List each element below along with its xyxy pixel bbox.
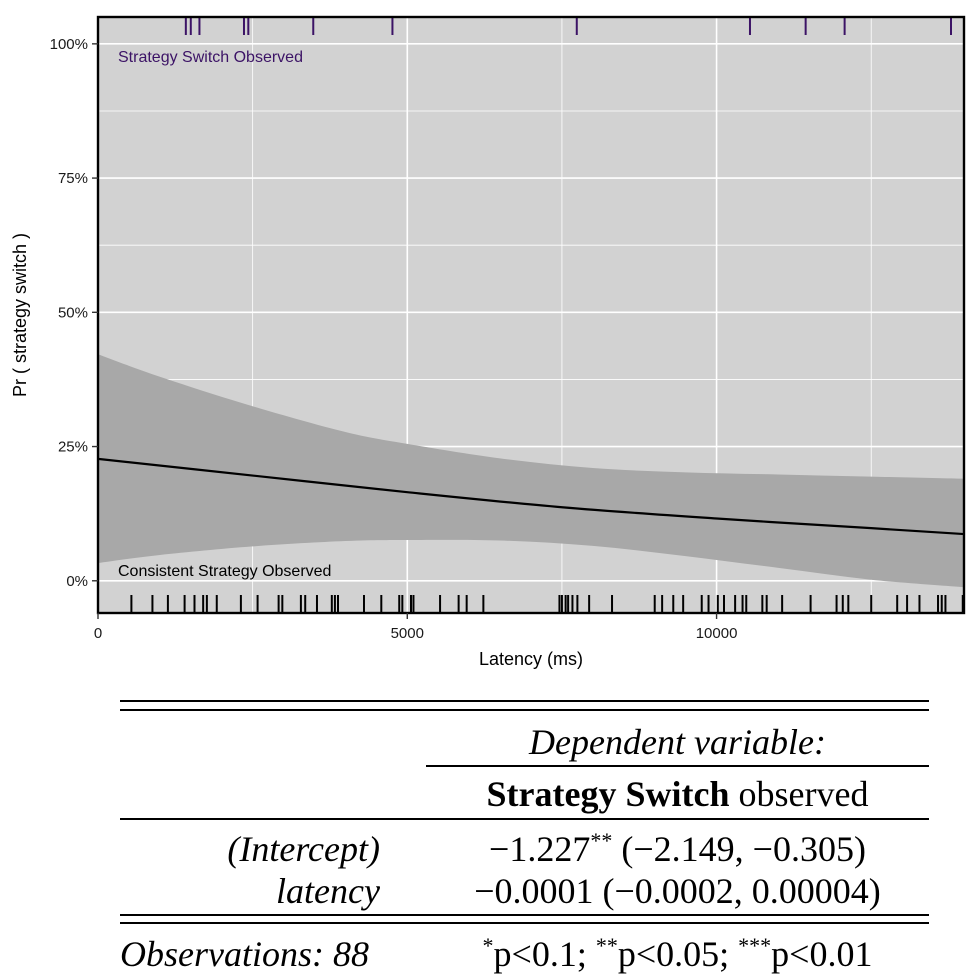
y-tick-label: 100%	[50, 36, 88, 53]
y-tick-label: 75%	[58, 170, 88, 187]
footer-rule-1	[120, 914, 929, 916]
dependent-variable-bold: Strategy Switch	[486, 774, 730, 814]
annotation-consistent: Consistent Strategy Observed	[118, 563, 331, 580]
note-text-2: p<0.05;	[617, 934, 739, 974]
axes: 0% 25% 50% 75% 100% 0 5000 10000	[50, 36, 738, 642]
y-tick-label: 0%	[66, 573, 88, 590]
rug-switch-observed	[184, 17, 953, 35]
x-axis-title: Latency (ms)	[479, 649, 583, 669]
rug-consistent	[130, 595, 964, 613]
x-tick-label: 5000	[391, 625, 424, 642]
note-text-1: p<0.1;	[493, 934, 596, 974]
chart: Strategy Switch Observed Consistent Stra…	[10, 15, 966, 669]
row-label-latency: latency	[276, 871, 380, 911]
ci-latency: (−0.0002, 0.00004)	[593, 871, 881, 911]
observations: Observations: 88	[120, 934, 369, 974]
row-value-intercept: −1.227** (−2.149, −0.305)	[426, 829, 929, 869]
confidence-band	[98, 354, 964, 588]
dependent-variable-suffix: observed	[729, 774, 869, 814]
fit-line	[97, 457, 965, 536]
table-top-rule	[120, 700, 929, 702]
note-text-3: p<0.01	[771, 934, 873, 974]
note-sup-2: **	[595, 933, 618, 958]
x-tick-label: 0	[94, 625, 102, 642]
y-axis-title: Pr ( strategy switch )	[10, 233, 30, 397]
annotation-switch-observed: Strategy Switch Observed	[118, 49, 303, 66]
stars-intercept: **	[590, 828, 613, 853]
note-sup-1: *	[482, 933, 494, 958]
plot-border	[96, 15, 966, 615]
note-sup-3: ***	[738, 933, 772, 958]
row-label-intercept: (Intercept)	[227, 829, 380, 869]
table-top-rule-2	[120, 709, 929, 711]
coef-intercept: −1.227	[489, 829, 591, 869]
y-tick-label: 25%	[58, 439, 88, 456]
ci-intercept: (−2.149, −0.305)	[612, 829, 866, 869]
footer-rule-2	[120, 922, 929, 924]
header-underline	[426, 765, 929, 767]
dependent-variable-name: Strategy Switch observed	[426, 774, 929, 814]
dependent-variable-header: Dependent variable:	[529, 722, 826, 762]
header-bottom-rule	[120, 818, 929, 820]
y-tick-label: 50%	[58, 304, 88, 321]
row-value-latency: −0.0001 (−0.0002, 0.00004)	[426, 871, 929, 911]
significance-note: *p<0.1; **p<0.05; ***p<0.01	[426, 934, 929, 974]
regression-table: Dependent variable: Strategy Switch obse…	[120, 700, 929, 979]
x-tick-label: 10000	[696, 625, 738, 642]
coef-latency: −0.0001	[474, 871, 594, 911]
